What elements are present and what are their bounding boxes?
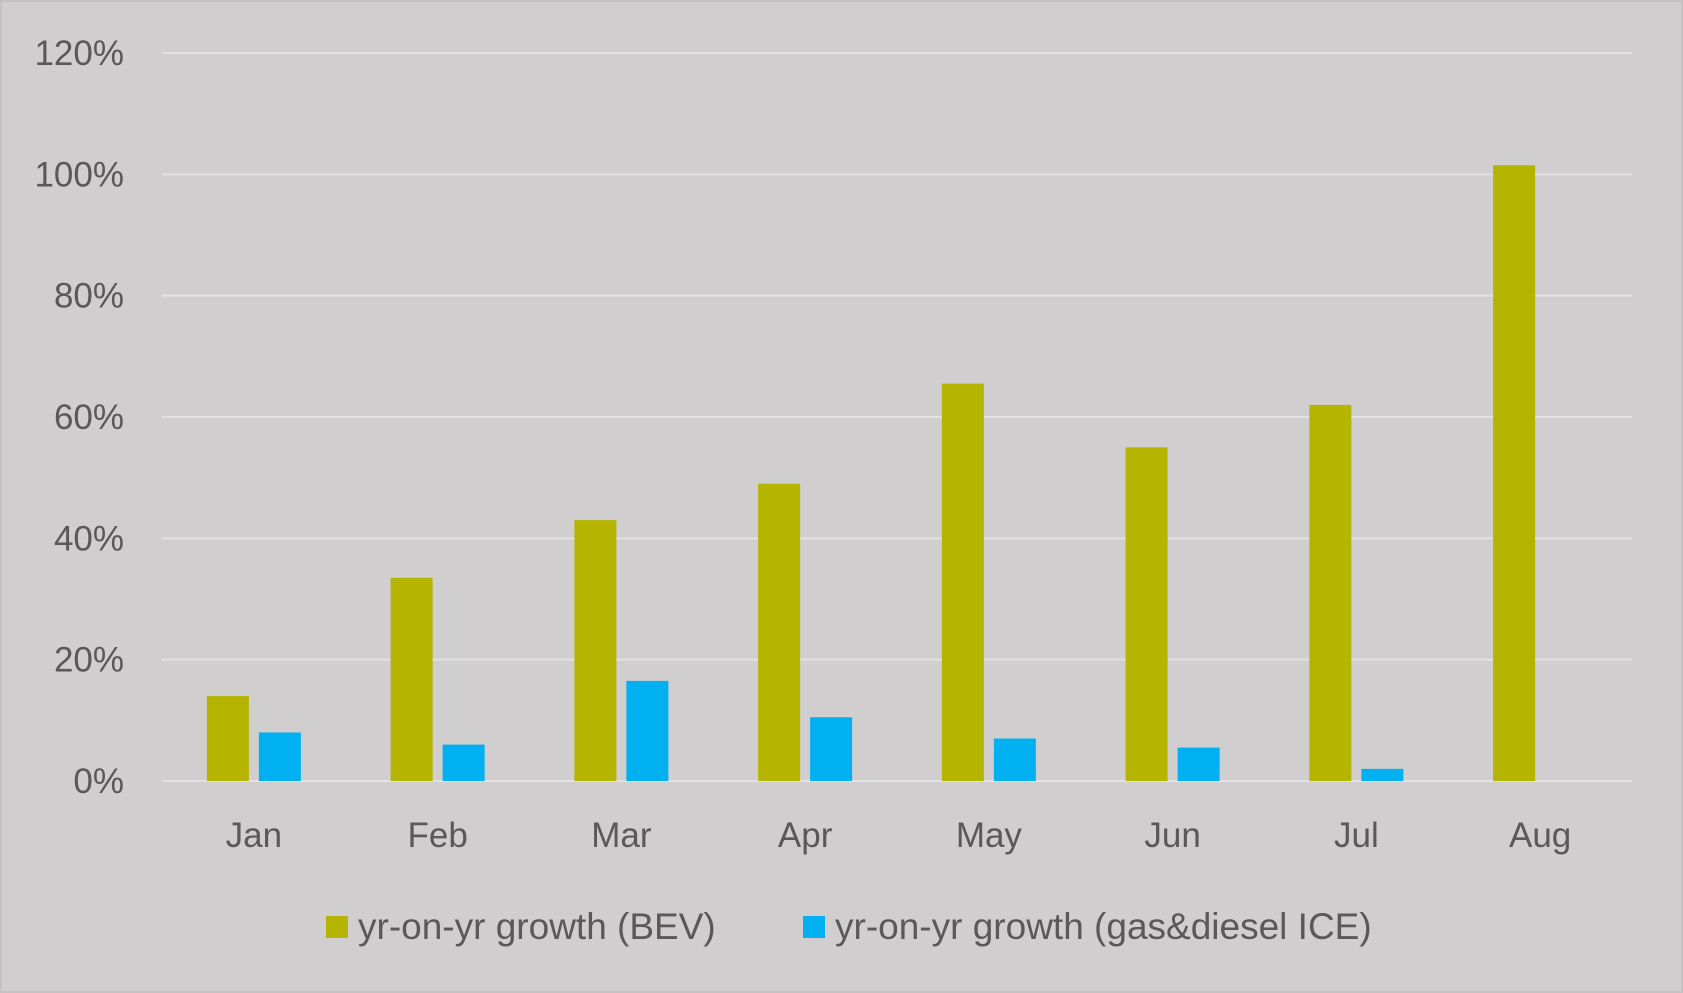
bars: [206, 165, 1536, 781]
y-tick-label: 0%: [73, 762, 124, 801]
bar-series-0-jul: [1309, 404, 1352, 781]
legend-swatch: [803, 916, 825, 938]
bar-series-0-jan: [206, 696, 249, 781]
legend-label: yr-on-yr growth (gas&diesel ICE): [835, 906, 1372, 947]
x-tick-label: Jul: [1334, 816, 1379, 855]
y-tick-label: 120%: [34, 34, 124, 73]
bar-series-1-jul: [1361, 768, 1404, 781]
bar-series-0-aug: [1493, 165, 1536, 781]
x-tick-label: May: [956, 816, 1023, 855]
x-tick-label: Apr: [778, 816, 833, 855]
bar-series-0-mar: [574, 520, 617, 781]
bar-series-0-feb: [390, 577, 433, 781]
y-tick-label: 20%: [54, 641, 124, 680]
bar-series-0-jun: [1125, 447, 1168, 781]
y-tick-label: 60%: [54, 398, 124, 437]
gridlines: [162, 52, 1632, 782]
y-axis-tick-labels: 0% 20% 40% 60% 80% 100% 120%: [34, 34, 124, 801]
legend-swatch: [326, 916, 348, 938]
bar-series-1-may: [993, 738, 1036, 781]
y-tick-label: 40%: [54, 519, 124, 558]
legend-label: yr-on-yr growth (BEV): [358, 906, 716, 947]
y-tick-label: 80%: [54, 277, 124, 316]
bar-series-1-feb: [442, 744, 485, 781]
bar-series-0-may: [941, 383, 984, 781]
y-tick-label: 100%: [34, 155, 124, 194]
legend: yr-on-yr growth (BEV) yr-on-yr growth (ga…: [326, 906, 1372, 947]
bar-series-1-jan: [258, 732, 301, 781]
x-tick-label: Aug: [1509, 816, 1571, 855]
bar-series-0-apr: [758, 483, 801, 781]
x-tick-label: Jun: [1144, 816, 1200, 855]
bar-series-1-mar: [626, 680, 669, 781]
x-tick-label: Mar: [591, 816, 652, 855]
x-tick-label: Jan: [226, 816, 282, 855]
x-axis-tick-labels: Jan Feb Mar Apr May Jun Jul Aug: [226, 816, 1572, 855]
bar-series-1-jun: [1177, 747, 1220, 781]
x-tick-label: Feb: [407, 816, 467, 855]
bar-series-1-apr: [810, 717, 853, 781]
